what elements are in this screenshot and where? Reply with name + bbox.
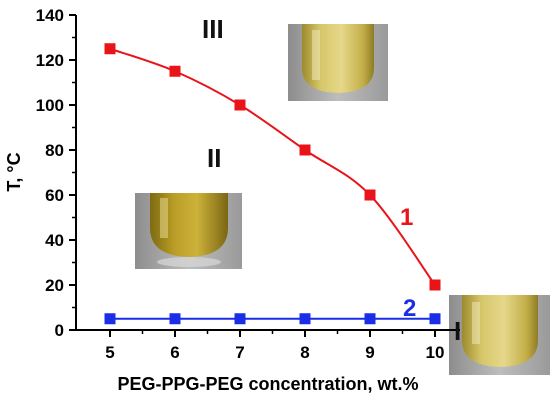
region-label-I: I	[454, 316, 461, 346]
data-point-series-2	[299, 313, 311, 325]
series-layer	[104, 43, 441, 325]
data-point-series-2	[234, 313, 246, 325]
series-label-2: 2	[403, 295, 416, 322]
y-tick-label: 20	[45, 276, 64, 295]
data-point-series-1	[429, 279, 441, 291]
plot-frame	[75, 15, 460, 331]
x-tick-label: 10	[426, 343, 445, 362]
x-tick-label: 9	[365, 343, 374, 362]
x-tick-label: 7	[235, 343, 244, 362]
y-tick-label: 140	[36, 6, 64, 25]
y-tick-label: 60	[45, 186, 64, 205]
region-label-II: II	[207, 143, 221, 173]
vial-photo-region-III	[288, 24, 388, 101]
y-tick-label: 0	[55, 321, 64, 340]
data-point-series-1	[364, 189, 376, 201]
vial-photo-region-II	[135, 193, 242, 269]
region-label-III: III	[202, 14, 224, 44]
y-axis: 0 20 40 60 80 100 120 140	[36, 6, 76, 340]
data-point-series-1	[234, 99, 246, 111]
y-tick-label: 40	[45, 231, 64, 250]
y-axis-title: T, °C	[4, 152, 24, 191]
y-tick-label: 80	[45, 141, 64, 160]
data-point-series-2	[169, 313, 181, 325]
series-label-1: 1	[400, 204, 413, 231]
data-point-series-2	[364, 313, 376, 325]
data-point-series-1	[169, 65, 181, 77]
x-axis-title: PEG-PPG-PEG concentration, wt.%	[117, 374, 418, 394]
data-point-series-2	[429, 313, 441, 325]
data-point-series-1	[299, 144, 311, 156]
x-axis: 5 6 7 8 9 10	[105, 330, 444, 362]
x-tick-label: 8	[300, 343, 309, 362]
data-point-series-2	[104, 313, 116, 325]
y-tick-label: 100	[36, 96, 64, 115]
x-tick-label: 6	[170, 343, 179, 362]
x-tick-label: 5	[105, 343, 114, 362]
vial-photo-region-I	[449, 295, 550, 375]
y-tick-label: 120	[36, 51, 64, 70]
data-point-series-1	[104, 43, 116, 55]
